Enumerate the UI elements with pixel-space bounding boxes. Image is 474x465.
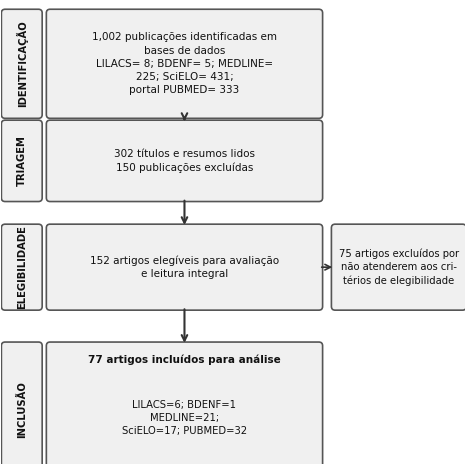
Text: 75 artigos excluídos por
não atenderem aos cri-
térios de elegibilidade: 75 artigos excluídos por não atenderem a… [339,248,459,286]
FancyBboxPatch shape [1,120,42,201]
Text: 77 artigos incluídos para análise: 77 artigos incluídos para análise [88,354,281,365]
FancyBboxPatch shape [46,120,323,201]
FancyBboxPatch shape [46,342,323,465]
FancyBboxPatch shape [46,9,323,118]
Text: LILACS=6; BDENF=1
MEDLINE=21;
SciELO=17; PUBMED=32: LILACS=6; BDENF=1 MEDLINE=21; SciELO=17;… [122,387,247,437]
Text: 302 títulos e resumos lidos
150 publicações excluídas: 302 títulos e resumos lidos 150 publicaç… [114,149,255,173]
Text: 1,002 publicações identificadas em
bases de dados
LILACS= 8; BDENF= 5; MEDLINE=
: 1,002 publicações identificadas em bases… [92,33,277,95]
FancyBboxPatch shape [1,9,42,118]
Text: 152 artigos elegíveis para avaliação
e leitura integral: 152 artigos elegíveis para avaliação e l… [90,255,279,279]
FancyBboxPatch shape [1,224,42,310]
Text: ELEGIBILIDADE: ELEGIBILIDADE [17,225,27,309]
FancyBboxPatch shape [46,224,323,310]
Text: INCLUSÃO: INCLUSÃO [17,381,27,438]
Text: IDENTIFICAÇÃO: IDENTIFICAÇÃO [16,20,28,107]
FancyBboxPatch shape [331,224,466,310]
FancyBboxPatch shape [1,342,42,465]
Text: TRIAGEM: TRIAGEM [17,135,27,186]
